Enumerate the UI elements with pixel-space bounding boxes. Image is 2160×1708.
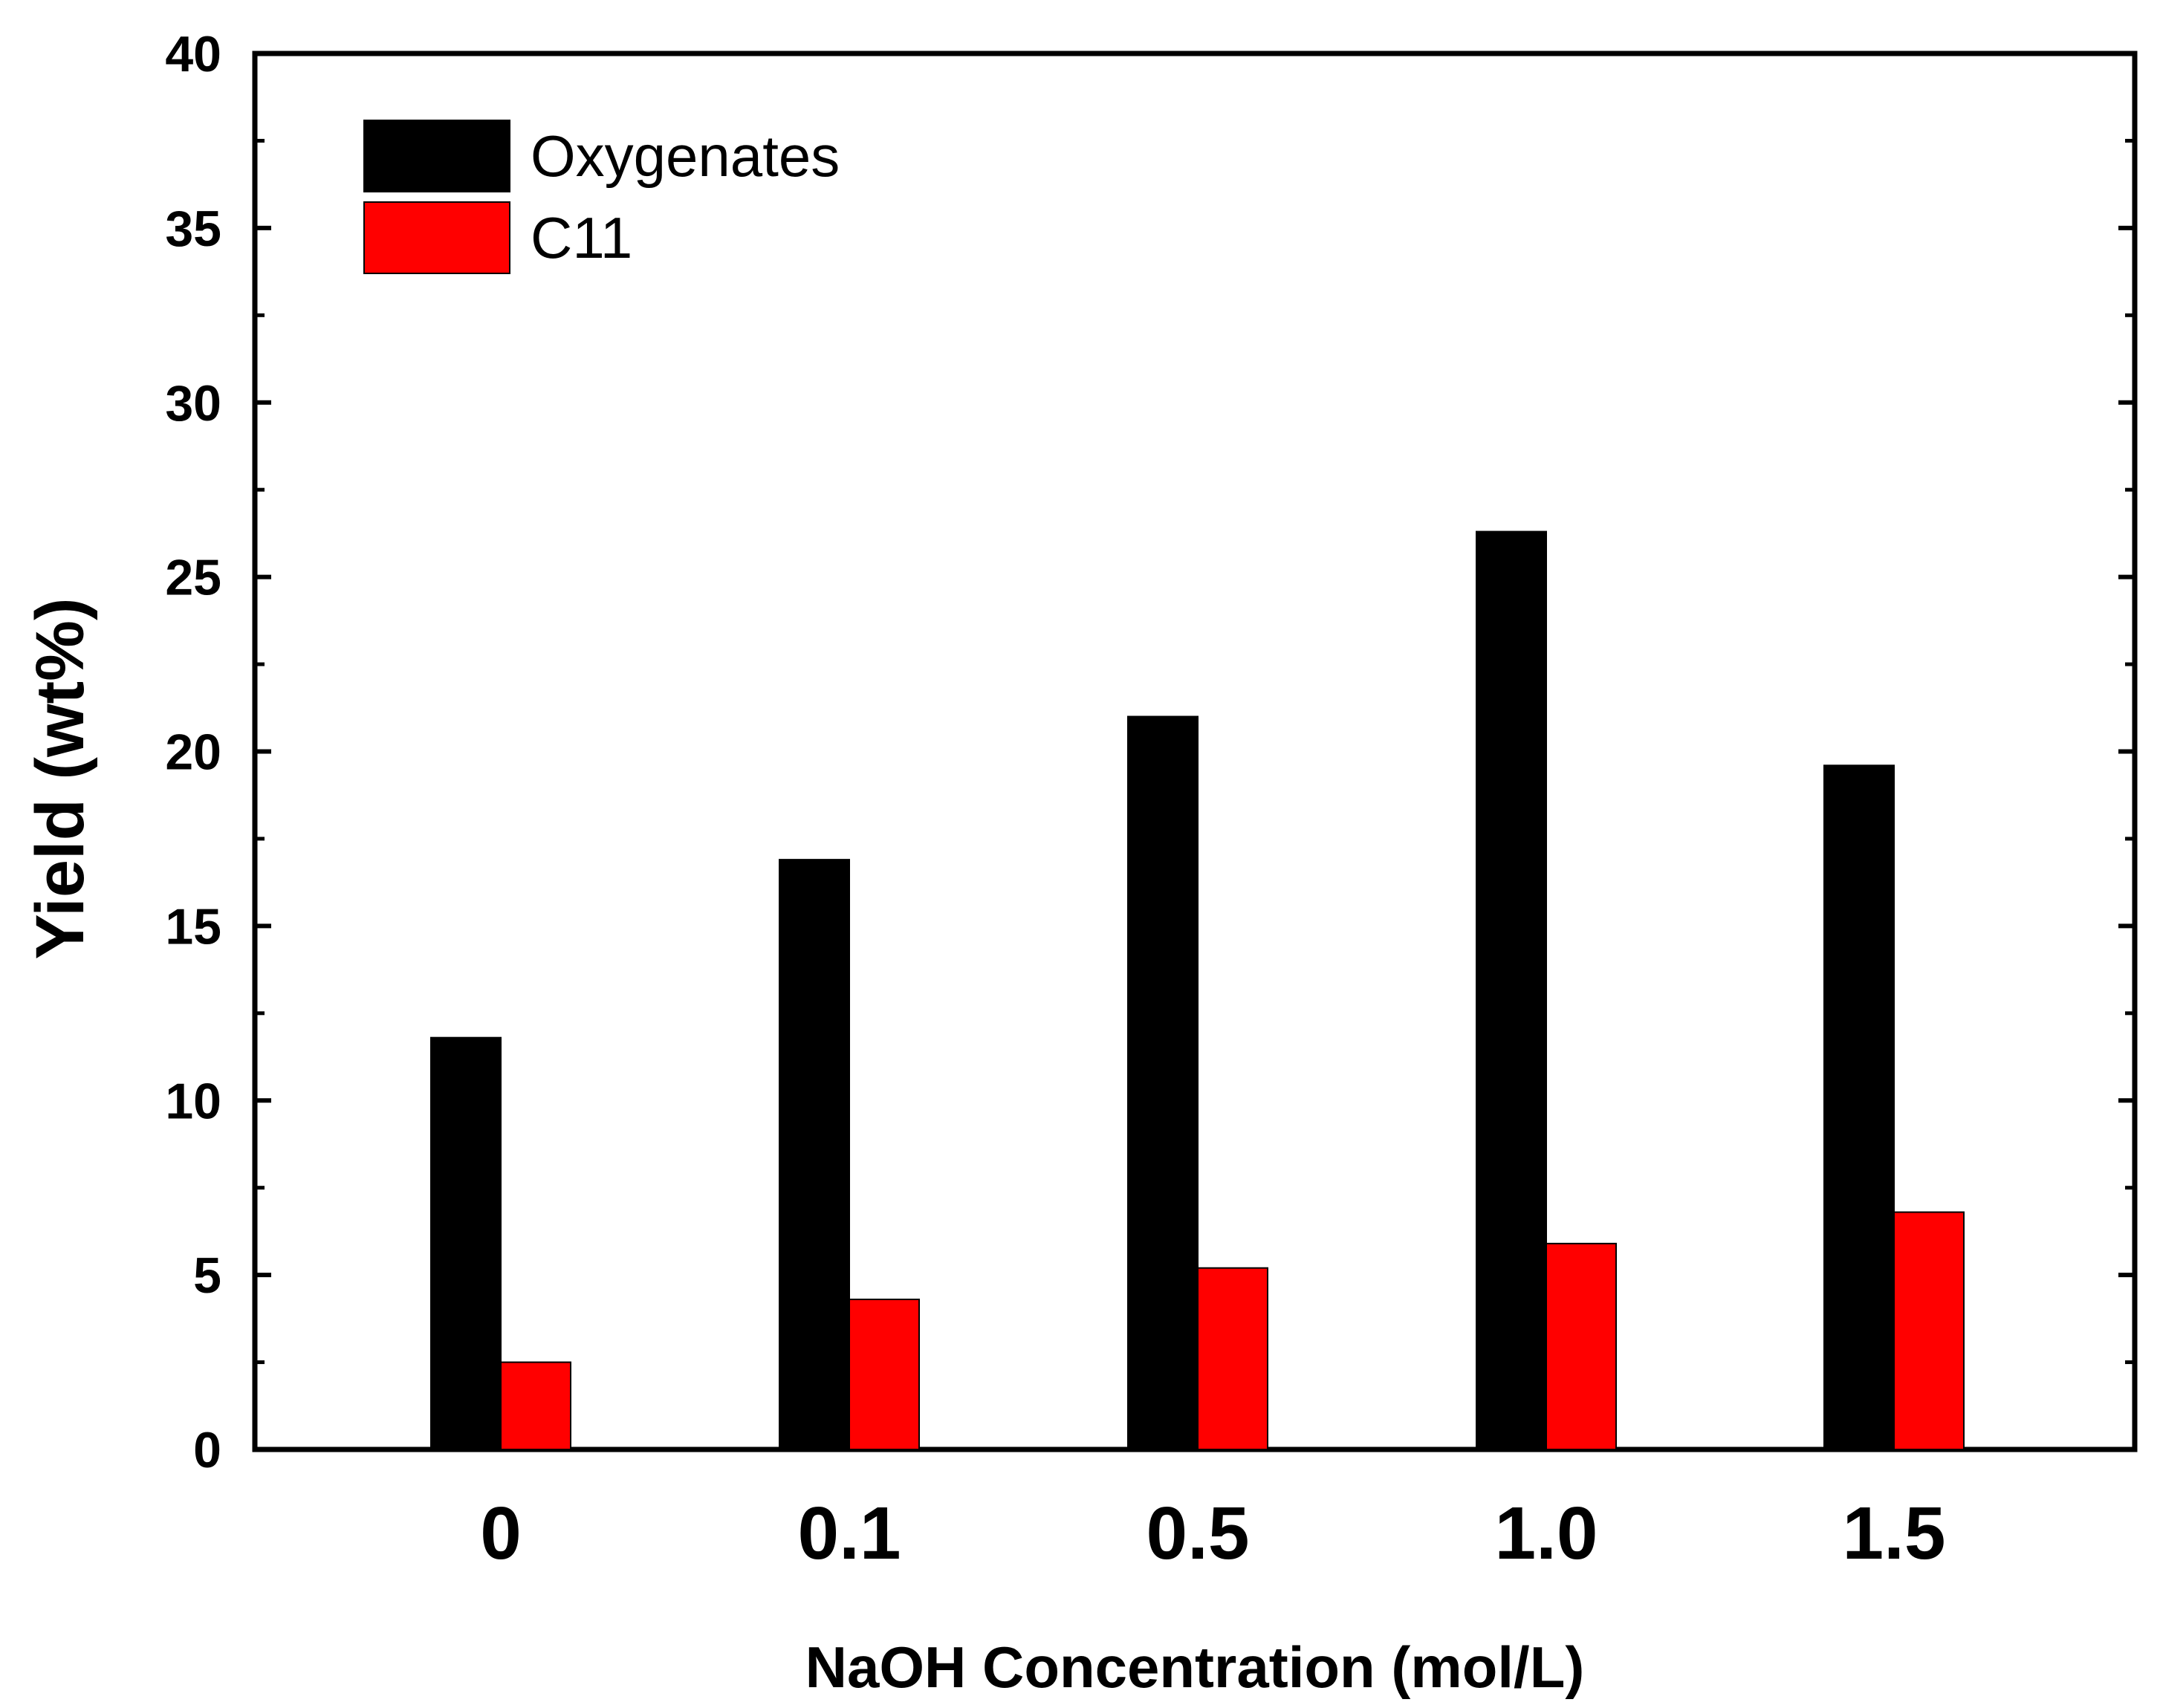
y-tick-label: 15	[165, 898, 221, 955]
legend-swatch-oxygenates	[363, 120, 510, 192]
x-tick-label: 0	[480, 1492, 522, 1575]
bar-c11-0.5	[1197, 1267, 1268, 1450]
y-tick-label: 0	[193, 1422, 221, 1478]
bar-oxygenates-0.1	[779, 859, 850, 1451]
bar-c11-1.0	[1546, 1242, 1617, 1451]
y-tick-label: 35	[165, 201, 221, 257]
bar-c11-0.1	[849, 1299, 920, 1450]
bars	[430, 530, 1965, 1451]
y-axis-title: Yield (wt%)	[22, 597, 98, 959]
x-tick-label: 0.1	[797, 1492, 901, 1575]
y-tick-label: 10	[165, 1073, 221, 1129]
bar-oxygenates-0	[430, 1036, 502, 1450]
bar-oxygenates-0.5	[1127, 715, 1199, 1450]
bar-c11-0	[500, 1361, 571, 1450]
x-tick-label: 1.5	[1842, 1492, 1945, 1575]
bar-oxygenates-1.5	[1823, 764, 1895, 1451]
y-axis-ticks	[255, 51, 2135, 1452]
x-axis-tick-labels: 0 0.1 0.5 1.0 1.5	[480, 1492, 1945, 1575]
legend: Oxygenates C11	[363, 120, 840, 274]
x-tick-label: 1.0	[1494, 1492, 1598, 1575]
legend-label-oxygenates: Oxygenates	[531, 123, 840, 189]
y-tick-label: 25	[165, 550, 221, 606]
x-axis-title: NaOH Concentration (mol/L)	[805, 1634, 1585, 1700]
x-tick-label: 0.5	[1146, 1492, 1249, 1575]
bar-c11-1.5	[1893, 1211, 1965, 1450]
legend-swatch-c11	[363, 201, 510, 274]
y-axis-tick-labels: 0 5 10 15 20 25 30 35 40	[165, 26, 221, 1478]
y-tick-label: 30	[165, 375, 221, 432]
legend-label-c11: C11	[531, 205, 632, 270]
y-tick-label: 20	[165, 724, 221, 781]
y-tick-label: 40	[165, 26, 221, 82]
bar-oxygenates-1.0	[1476, 530, 1547, 1450]
y-tick-label: 5	[193, 1247, 221, 1304]
